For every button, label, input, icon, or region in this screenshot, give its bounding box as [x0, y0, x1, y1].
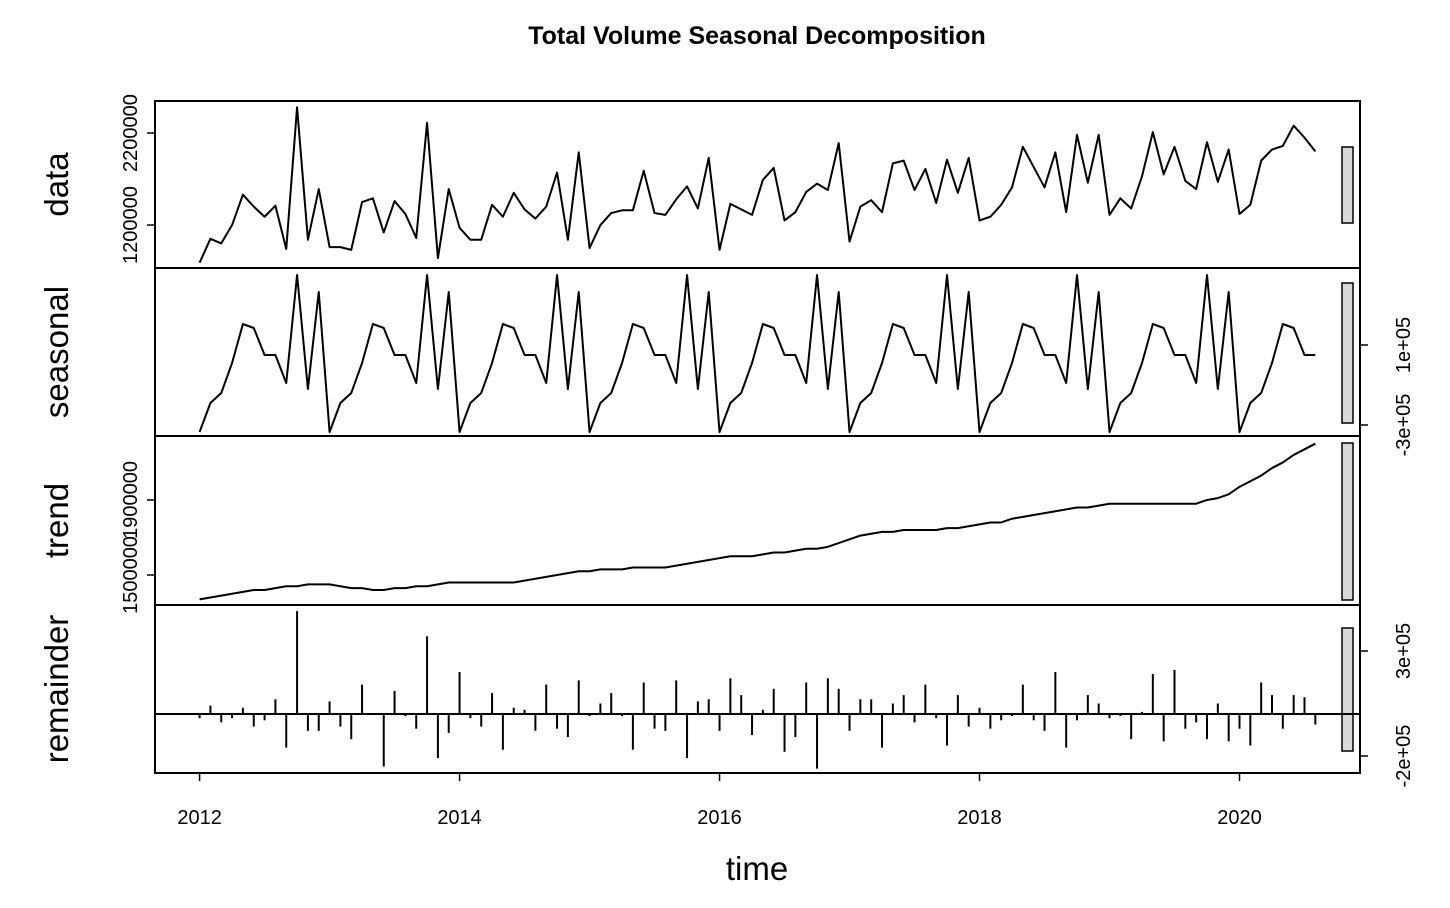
- series-line: [199, 442, 1316, 601]
- range-bar: [1341, 282, 1354, 424]
- y-axis-label: data: [38, 152, 75, 217]
- panel-frame: [154, 604, 1361, 774]
- y-tick-label: 3e+05: [1393, 623, 1415, 679]
- range-bars: [1341, 146, 1354, 752]
- series-line: [198, 106, 1317, 264]
- x-tick-label: 2016: [697, 807, 742, 829]
- range-bar: [1341, 627, 1354, 752]
- x-tick-label: 2012: [177, 807, 222, 829]
- chart-title: Total Volume Seasonal Decomposition: [528, 22, 985, 50]
- y-axis-label: seasonal: [38, 286, 75, 418]
- series-line: [198, 274, 1316, 433]
- range-bar: [1341, 442, 1354, 601]
- y-tick-label: 1200000: [120, 186, 142, 264]
- panel-frame: [154, 100, 1361, 269]
- y-tick-label: 2200000: [120, 94, 142, 172]
- y-axis-label: remainder: [38, 615, 75, 764]
- y-tick-label: -3e+05: [1393, 394, 1415, 457]
- x-tick-label: 2018: [957, 807, 1002, 829]
- x-tick-label: 2020: [1217, 807, 1262, 829]
- range-bar: [1341, 146, 1354, 224]
- y-tick-label: 1e+05: [1393, 317, 1415, 373]
- y-tick-label: -2e+05: [1393, 725, 1415, 788]
- y-tick-label: 1500000: [120, 536, 142, 614]
- panel-frame: [154, 267, 1361, 437]
- panel-frame: [154, 435, 1361, 606]
- x-tick-label: 2014: [437, 807, 482, 829]
- y-tick-label: 1900000: [120, 461, 142, 539]
- y-axis-label: trend: [38, 483, 75, 558]
- x-axis-label: time: [726, 850, 788, 887]
